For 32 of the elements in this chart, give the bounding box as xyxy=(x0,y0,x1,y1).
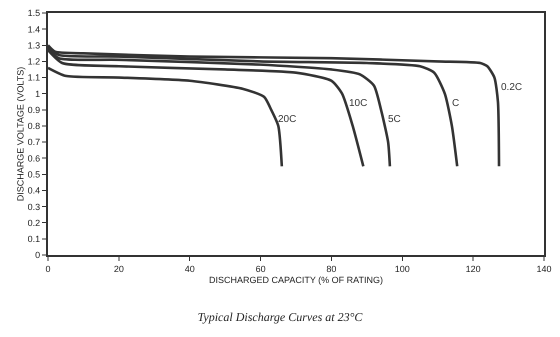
series-label: 0.2C xyxy=(501,82,522,93)
y-tick-label: 1 xyxy=(35,88,40,99)
x-tick-label: 40 xyxy=(184,264,195,274)
y-tick-label: 1.1 xyxy=(28,72,40,83)
y-tick-label: 0.7 xyxy=(28,137,40,148)
series-label: 10C xyxy=(349,98,368,109)
y-tick-label: 1.3 xyxy=(28,40,40,50)
x-tick-label: 140 xyxy=(536,264,552,274)
y-tick-label: 0.3 xyxy=(28,202,40,212)
x-tick-label: 60 xyxy=(256,264,266,274)
x-axis-title: DISCHARGED CAPACITY (% OF RATING) xyxy=(208,275,384,286)
y-tick-label: 1.5 xyxy=(28,8,40,18)
x-tick-label: 80 xyxy=(326,264,336,274)
y-axis-title: DISCHARGE VOLTAGE (VOLTS) xyxy=(16,66,26,202)
y-tick-label: 0.5 xyxy=(28,169,40,180)
y-tick-label: 0.8 xyxy=(28,121,40,132)
series-label: 5C xyxy=(388,114,401,125)
x-tick-label: 20 xyxy=(114,264,124,274)
series-label: C xyxy=(452,98,460,109)
y-tick-label: 0.1 xyxy=(28,234,40,244)
x-tick-label: 100 xyxy=(394,264,410,274)
y-tick-label: 0.4 xyxy=(28,186,40,196)
x-tick-label: 0 xyxy=(45,264,51,274)
text: Typical Discharge Curves at 23°C xyxy=(198,310,364,324)
y-tick-label: 0.9 xyxy=(28,104,40,115)
y-tick-label: 1.2 xyxy=(28,56,40,67)
y-tick-label: 0.6 xyxy=(28,153,40,164)
y-tick-label: 0.2 xyxy=(28,218,40,228)
x-tick-label: 120 xyxy=(466,264,481,274)
series-label: 20C xyxy=(278,114,296,125)
y-tick-label: 1.4 xyxy=(28,24,40,34)
y-tick-label: 0 xyxy=(35,250,40,260)
